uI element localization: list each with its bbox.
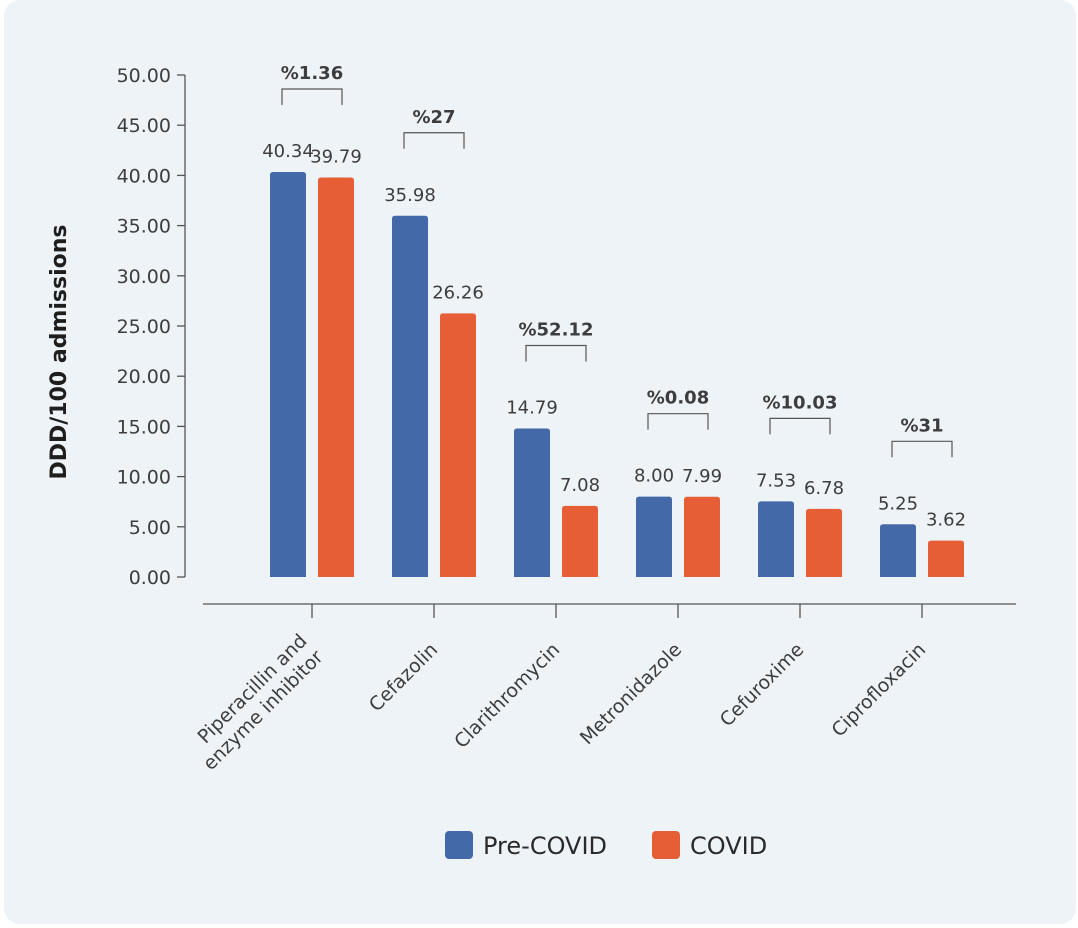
y-tick-label: 40.00 bbox=[117, 165, 171, 187]
data-label: 6.78 bbox=[804, 478, 844, 499]
change-bracket bbox=[281, 88, 343, 105]
y-tick-label: 45.00 bbox=[117, 115, 171, 137]
x-category-label: Piperacillin andenzyme inhibitor bbox=[183, 630, 328, 775]
bar-covid bbox=[318, 177, 354, 577]
data-label: 3.62 bbox=[926, 510, 966, 531]
change-bracket bbox=[647, 413, 709, 430]
data-label: 7.08 bbox=[560, 475, 600, 496]
bar-covid bbox=[684, 496, 720, 577]
bar-pre-covid bbox=[758, 501, 794, 577]
legend-swatch-pre-covid bbox=[445, 831, 473, 859]
change-bracket bbox=[891, 440, 953, 458]
change-annotation: %0.08 bbox=[647, 388, 709, 409]
x-category-label: Cefuroxime bbox=[716, 639, 809, 732]
data-label: 26.26 bbox=[432, 282, 484, 303]
y-tick-label: 20.00 bbox=[117, 366, 171, 388]
legend-swatch-covid bbox=[652, 831, 680, 859]
x-category-label: Ciprofloxacin bbox=[827, 639, 930, 742]
change-annotation: %1.36 bbox=[281, 63, 343, 84]
x-category-label-line: Clarithromycin bbox=[450, 639, 564, 753]
data-label: 7.99 bbox=[682, 466, 722, 487]
change-bracket bbox=[769, 417, 831, 435]
data-label: 7.53 bbox=[756, 470, 796, 491]
bar-pre-covid bbox=[514, 428, 550, 577]
change-annotation: %27 bbox=[412, 107, 455, 128]
data-label: 35.98 bbox=[384, 185, 436, 206]
change-bracket bbox=[525, 344, 587, 362]
y-tick-label: 50.00 bbox=[117, 65, 171, 87]
y-tick-label: 0.00 bbox=[129, 567, 171, 589]
data-label: 40.34 bbox=[262, 141, 314, 162]
x-category-label-line: Cefuroxime bbox=[716, 639, 809, 732]
bar-covid bbox=[928, 540, 964, 577]
y-tick-label: 35.00 bbox=[117, 216, 171, 238]
y-tick-label: 25.00 bbox=[117, 316, 171, 338]
y-tick-label: 15.00 bbox=[117, 416, 171, 438]
y-tick-label: 30.00 bbox=[117, 266, 171, 288]
y-tick-label: 10.00 bbox=[117, 467, 171, 489]
bar-covid bbox=[562, 505, 598, 577]
data-label: 8.00 bbox=[634, 466, 674, 487]
x-category-label: Metronidazole bbox=[576, 639, 686, 749]
y-axis-label: DDD/100 admissions bbox=[47, 224, 72, 479]
x-category-label-line: Ciprofloxacin bbox=[827, 639, 930, 742]
bar-covid bbox=[440, 313, 476, 577]
data-label: 14.79 bbox=[506, 398, 558, 419]
change-annotation: %52.12 bbox=[519, 320, 594, 341]
bar-pre-covid bbox=[880, 524, 916, 577]
change-bracket bbox=[403, 132, 465, 149]
y-tick-label: 5.00 bbox=[129, 517, 171, 539]
bar-covid bbox=[806, 508, 842, 577]
bar-pre-covid bbox=[270, 171, 306, 578]
bar-pre-covid bbox=[392, 215, 428, 577]
data-label: 39.79 bbox=[310, 147, 362, 168]
legend-label-pre-covid: Pre-COVID bbox=[483, 832, 607, 860]
x-category-label-line: Metronidazole bbox=[576, 639, 686, 749]
change-annotation: %10.03 bbox=[763, 392, 838, 413]
x-category-label: Cefazolin bbox=[365, 639, 442, 716]
change-annotation: %31 bbox=[900, 415, 943, 436]
x-category-label-line: Cefazolin bbox=[365, 639, 442, 716]
x-category-label: Clarithromycin bbox=[450, 639, 564, 753]
legend-label-covid: COVID bbox=[690, 832, 767, 860]
bar-pre-covid bbox=[636, 496, 672, 577]
data-label: 5.25 bbox=[878, 493, 918, 514]
